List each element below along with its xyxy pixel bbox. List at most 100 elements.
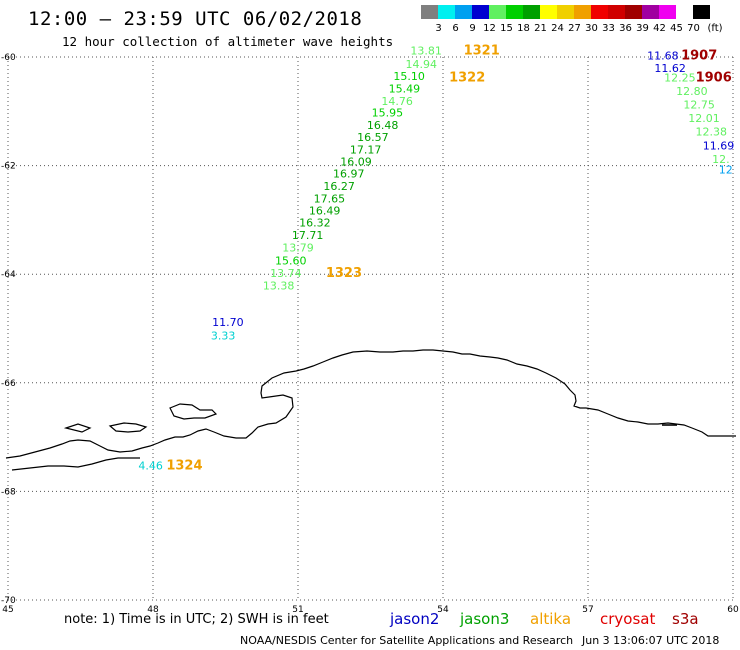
satellite-name-jason3: jason3 (460, 610, 510, 628)
lat-tick-label: -62 (1, 162, 16, 172)
wave-height-value: 13.74 (270, 267, 302, 280)
legend-swatch (438, 5, 455, 19)
legend-label: 36 (619, 23, 632, 34)
wave-height-value: 12.38 (696, 126, 728, 139)
wave-height-value: 16.97 (333, 168, 365, 181)
legend-swatch (523, 5, 540, 19)
satellite-name-cryosat: cryosat (600, 610, 656, 628)
wave-height-value: 11.68 (647, 50, 679, 63)
lon-tick-label: 54 (437, 605, 449, 615)
legend-swatch (472, 5, 489, 19)
map-subtitle: 12 hour collection of altimeter wave hei… (62, 34, 394, 49)
wave-height-value: 12.75 (683, 99, 715, 112)
wave-height-value: 11.62 (654, 62, 686, 75)
wave-height-value: 11.69 (703, 139, 735, 152)
pass-time-label: 1906 (696, 70, 732, 85)
legend-swatch (574, 5, 591, 19)
legend-label: 27 (568, 23, 581, 34)
wave-height-value: 12.25 (664, 71, 696, 84)
legend-swatch (506, 5, 523, 19)
coast-inlet-2 (108, 422, 148, 433)
legend-swatch (421, 5, 438, 19)
legend-label: 6 (452, 23, 459, 34)
wave-height-value: 11.70 (212, 316, 244, 329)
coast-inlet-3 (11, 457, 140, 471)
wave-height-value: 4.46 (138, 460, 163, 473)
pass-time-label: 1324 (166, 459, 202, 474)
wave-height-value: 12.80 (676, 85, 708, 98)
wave-height-value: 12 (719, 164, 733, 177)
satellite-name-jason2: jason2 (390, 610, 440, 628)
lat-tick-label: -70 (1, 596, 16, 606)
wave-height-value: 12. (712, 153, 730, 166)
legend-swatch (625, 5, 642, 19)
map-title: 12:00 – 23:59 UTC 06/02/2018 (28, 8, 363, 30)
legend-label: 45 (670, 23, 683, 34)
satellite-name-altika: altika (530, 610, 572, 628)
wave-height-value: 16.27 (323, 180, 355, 193)
wave-height-value: 16.09 (340, 156, 372, 169)
observations-layer: 13.8114.9415.1015.4914.7615.9516.4816.57… (138, 43, 734, 473)
pass-time-label: 1321 (464, 43, 500, 58)
coast-inlet-4 (63, 423, 92, 433)
wave-height-value: 13.79 (282, 241, 314, 254)
legend-swatch (540, 5, 557, 19)
legend-label: 39 (636, 23, 649, 34)
wave-height-value: 17.17 (350, 144, 382, 157)
lon-tick-label: 57 (582, 605, 593, 615)
legend-label: 33 (602, 23, 615, 34)
legend-swatch (455, 5, 472, 19)
lat-tick-label: -68 (1, 487, 16, 497)
lat-tick-label: -64 (1, 270, 16, 280)
antarctica-coastline (5, 349, 736, 459)
lat-lon-grid (7, 56, 734, 601)
pass-time-label: 1907 (681, 49, 717, 64)
legend-label: 12 (483, 23, 496, 34)
satellite-name-s3a: s3a (672, 610, 699, 628)
wave-height-value: 15.60 (275, 254, 307, 267)
legend-swatch (659, 5, 676, 19)
legend-swatch (608, 5, 625, 19)
legend-label: 3 (435, 23, 442, 34)
legend-swatch (489, 5, 506, 19)
credit-text: NOAA/NESDIS Center for Satellite Applica… (240, 634, 574, 647)
legend-label: 9 (469, 23, 476, 34)
legend-swatch (591, 5, 608, 19)
legend-label: 15 (500, 23, 513, 34)
wave-height-value: 13.81 (410, 44, 442, 57)
legend-swatch (557, 5, 574, 19)
wave-height-value: 14.94 (406, 58, 438, 71)
pass-time-label: 1323 (326, 266, 362, 281)
legend-label: 24 (551, 23, 564, 34)
legend-label: 21 (534, 23, 547, 34)
pass-time-label: 1322 (449, 70, 485, 85)
lon-tick-label: 48 (147, 605, 159, 615)
wave-height-value: 3.33 (211, 329, 236, 342)
lat-tick-label: -60 (1, 53, 16, 63)
coast-inlet (169, 403, 218, 420)
legend-label: 70 (687, 23, 700, 34)
legend-label: 18 (517, 23, 530, 34)
lat-tick-label: -66 (1, 379, 16, 389)
generated-timestamp: Jun 3 13:06:07 UTC 2018 (582, 634, 720, 647)
legend-unit: (ft) (707, 23, 723, 34)
lon-tick-label: 45 (2, 605, 13, 615)
wave-height-value: 17.65 (314, 193, 346, 206)
wave-height-value: 16.32 (299, 216, 331, 229)
axis-tick-labels: 45 48 51 54 57 60 -60 -62 -64 -66 -68 -70 (1, 53, 739, 615)
note-text: note: 1) Time is in UTC; 2) SWH is in fe… (64, 612, 329, 627)
wave-height-value: 16.48 (367, 119, 399, 132)
legend-swatch (642, 5, 659, 19)
lon-tick-label: 51 (292, 605, 303, 615)
wave-height-value: 16.57 (357, 131, 389, 144)
lon-tick-label: 60 (727, 605, 739, 615)
wave-height-value: 14.76 (381, 95, 413, 108)
legend-swatch (693, 5, 710, 19)
legend-label: 30 (585, 23, 598, 34)
legend-label: 42 (653, 23, 666, 34)
wave-height-value: 15.10 (393, 70, 425, 83)
wave-height-value: 13.38 (263, 279, 295, 292)
wave-height-value: 17.71 (292, 229, 324, 242)
wave-height-value: 15.49 (389, 82, 421, 95)
